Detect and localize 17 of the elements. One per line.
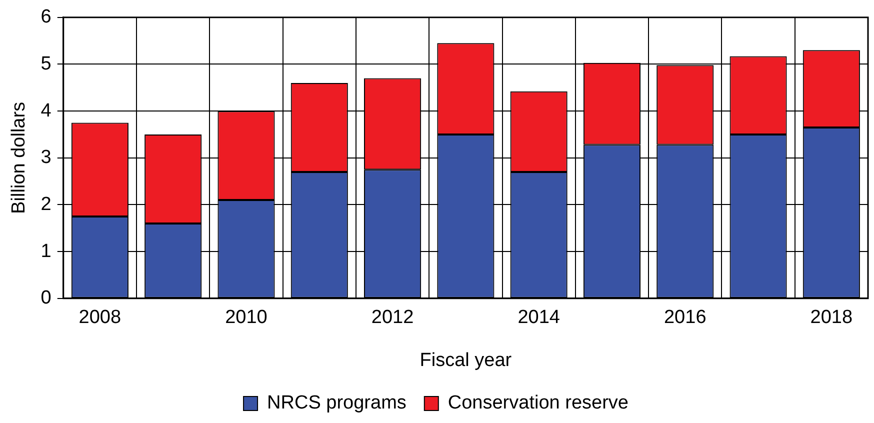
y-tick-label: 4 bbox=[40, 100, 52, 122]
x-axis-title: Fiscal year bbox=[420, 350, 512, 371]
x-tick-label: 2010 bbox=[225, 307, 268, 328]
legend-label: NRCS programs bbox=[267, 392, 406, 414]
x-tick-label: 2012 bbox=[371, 307, 414, 328]
y-tick-label: 2 bbox=[40, 194, 52, 215]
y-tick-label: 6 bbox=[40, 6, 52, 28]
y-axis-title: Billion dollars bbox=[8, 102, 30, 214]
x-tick-label: 2016 bbox=[664, 307, 706, 328]
x-tick-label: 2018 bbox=[810, 307, 853, 328]
y-tick-label: 3 bbox=[40, 147, 52, 168]
x-tick-label: 2014 bbox=[518, 307, 560, 328]
legend-label: Conservation reserve bbox=[448, 392, 628, 414]
y-tick-label: 0 bbox=[40, 288, 52, 309]
y-tick-label: 5 bbox=[40, 53, 52, 74]
x-tick-label: 2008 bbox=[78, 307, 122, 328]
y-tick-label: 1 bbox=[40, 240, 52, 262]
